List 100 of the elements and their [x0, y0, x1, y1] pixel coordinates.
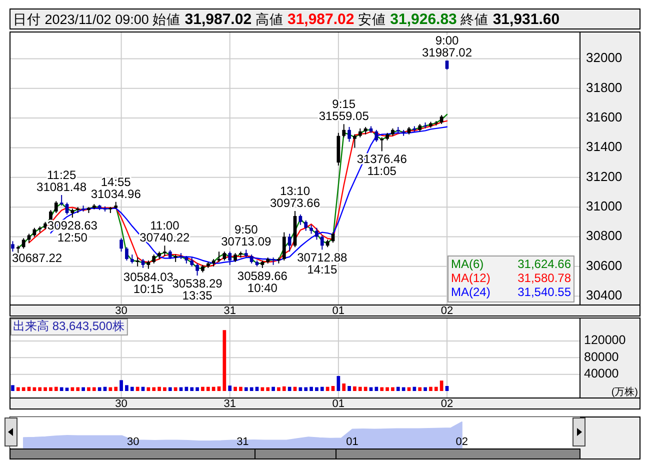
x-tick-label: 30 [115, 304, 128, 317]
candlestick [70, 208, 74, 218]
bar [70, 387, 74, 391]
candlestick [11, 240, 14, 252]
candlestick [125, 246, 128, 261]
bar [190, 387, 194, 391]
candlestick [228, 251, 232, 266]
candlestick [348, 126, 351, 142]
bar [234, 386, 237, 391]
bar [320, 386, 324, 391]
bar [391, 387, 394, 391]
bar [130, 386, 134, 391]
bar [108, 387, 112, 391]
bar [54, 386, 58, 391]
bar [228, 386, 232, 391]
bar [98, 387, 102, 391]
y-tick-label: 31600 [586, 109, 622, 124]
chart-title: 日付 2023/11/02 09:00 始値 31,987.02 高値 31,987.02 安値 31,926.83 終値 31,931.60 [13, 11, 560, 28]
bar [429, 386, 432, 391]
bar [277, 387, 280, 391]
bar [125, 385, 128, 391]
candlestick [304, 220, 308, 232]
y-tick-label: 31400 [586, 139, 622, 154]
bar [260, 387, 264, 391]
bar [184, 386, 188, 391]
bar [266, 387, 270, 391]
x-tick-label: 31 [224, 398, 236, 410]
annotation: 14:55 31034.96 [90, 174, 142, 201]
annotation: 30712.88 14:15 [297, 250, 348, 277]
bar [424, 387, 427, 391]
bar [272, 386, 275, 391]
bar [364, 386, 368, 391]
y-tick-label: 31200 [586, 168, 622, 184]
y-axis-title: (万株) [611, 386, 638, 398]
x-tick-label: 01 [332, 398, 345, 410]
annotation: 30589.66 10:40 [237, 268, 288, 295]
annotation: 30584.03 10:15 [123, 270, 174, 296]
candlestick [65, 202, 69, 215]
y-tick-label: 120000 [584, 333, 626, 348]
bar [331, 386, 335, 391]
bar [16, 387, 20, 391]
text: MA(24) 31,540.55 [451, 285, 571, 300]
bar [374, 386, 378, 391]
bar [369, 387, 373, 391]
bar [298, 387, 302, 391]
candlestick [120, 238, 123, 252]
candlestick [315, 227, 318, 240]
bar [146, 387, 150, 391]
candlestick [320, 234, 324, 250]
x-tick-label: 02 [456, 436, 468, 448]
bar [342, 383, 346, 391]
candlestick [22, 238, 26, 250]
bar [87, 387, 90, 391]
bar [348, 386, 351, 391]
annotation: 9:00 31987.02 [422, 34, 472, 60]
bar [136, 386, 140, 391]
bar [38, 387, 42, 391]
y-tick-label: 80000 [584, 350, 619, 364]
candlestick [374, 129, 378, 142]
bar [418, 387, 422, 391]
candlestick [54, 200, 58, 214]
candlestick [353, 134, 356, 148]
x-tick-label: 31 [224, 304, 236, 317]
x-tick-label: 31 [236, 436, 249, 448]
bar [315, 387, 318, 391]
bar [32, 387, 36, 391]
bar [304, 387, 308, 391]
bar [174, 387, 178, 391]
annotation: 11:25 31081.48 [36, 168, 87, 194]
candlestick [298, 214, 302, 226]
bar [179, 387, 183, 391]
bar [407, 387, 411, 391]
text: MA(12) 31,580.78 [451, 271, 571, 286]
x-tick-label: 01 [346, 436, 358, 448]
x-tick-label: 30 [126, 436, 140, 448]
text: MA(6) 31,624.66 [451, 257, 571, 272]
bar [196, 387, 199, 391]
annotation: 30538.29 13:35 [172, 276, 223, 303]
bar [163, 387, 166, 391]
bar [250, 387, 254, 391]
candlestick [217, 251, 221, 262]
bar [244, 387, 248, 391]
y-tick-label: 31800 [586, 80, 622, 95]
bar [358, 386, 362, 391]
candlestick [342, 124, 346, 138]
bar [82, 387, 85, 391]
bar [386, 387, 389, 391]
bar [440, 380, 444, 391]
bar [282, 386, 286, 391]
candlestick [60, 194, 64, 206]
bar [445, 386, 449, 391]
bar [353, 386, 356, 391]
y-tick-label: 30600 [586, 258, 622, 273]
y-tick-label: 32000 [586, 50, 622, 66]
bar [310, 386, 313, 391]
bar [326, 386, 330, 391]
candlestick [288, 233, 292, 252]
bar [239, 386, 242, 391]
y-tick-label: 30800 [586, 228, 622, 244]
annotation: 9:50 30713.09 [221, 222, 272, 249]
